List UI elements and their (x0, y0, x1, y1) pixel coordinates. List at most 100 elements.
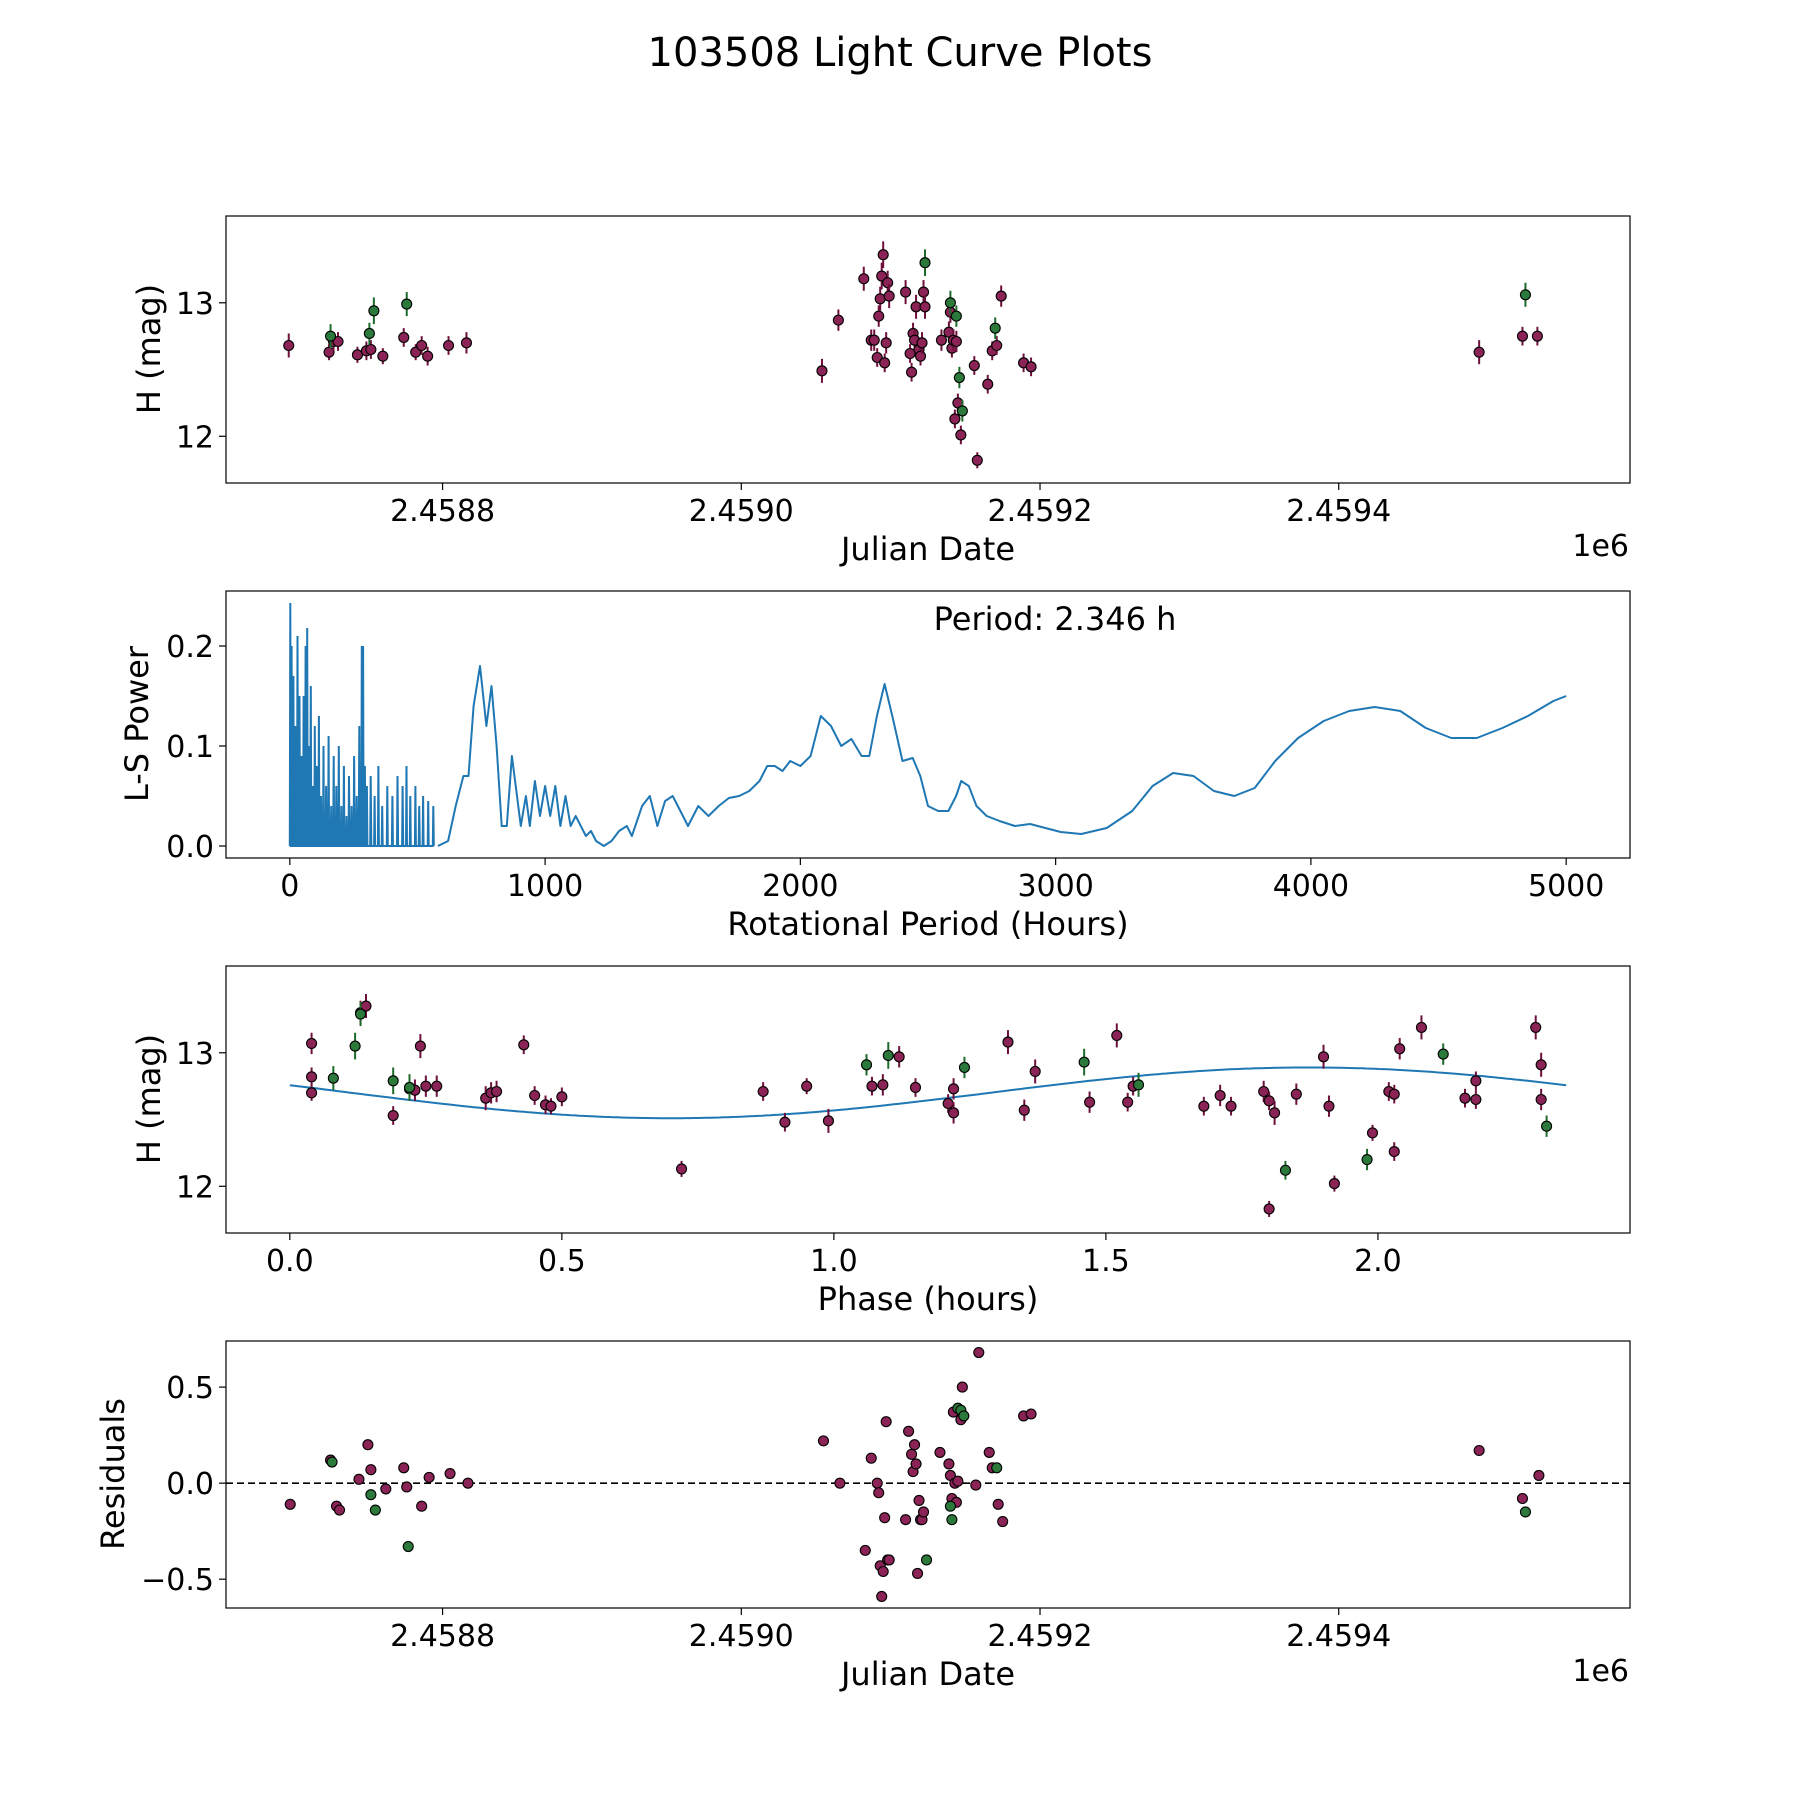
data-point (401, 298, 413, 310)
data-point (1394, 1043, 1406, 1055)
data-point (444, 1467, 456, 1480)
residuals-panel: 2.4588 2.4590 2.4592 2.4594 −0.5 0.0 0.5 Juli… (94, 1340, 1631, 1693)
data-point (306, 1071, 318, 1083)
data-point (900, 1514, 912, 1526)
data-point (380, 1483, 392, 1495)
periodogram-frame (225, 590, 1631, 859)
data-point (1533, 1469, 1545, 1482)
data-point (1516, 1492, 1529, 1505)
data-point (545, 1100, 557, 1112)
data-point (363, 327, 375, 340)
period-annotation: Period: 2.346 h (934, 600, 1177, 638)
data-point (832, 314, 844, 326)
lightcurve-frame (225, 215, 1631, 484)
data-point (1002, 1036, 1014, 1048)
data-point (958, 1410, 970, 1422)
data-point (858, 273, 870, 285)
residuals-xticks: 2.4588 2.4590 2.4592 2.4594 (390, 1608, 1391, 1654)
data-point (934, 1446, 946, 1458)
x-tick-label: 2.4590 (689, 494, 794, 529)
data-point (1025, 361, 1037, 373)
x-tick-label: 2.4588 (390, 1619, 495, 1654)
data-point (431, 1080, 443, 1092)
data-point (402, 1540, 414, 1553)
x-tick-label: 5000 (1528, 869, 1604, 904)
data-point (900, 286, 912, 298)
data-point (873, 310, 885, 322)
y-tick-label: 0.0 (166, 830, 214, 865)
periodogram-xticks: 0 1000 2000 3000 4000 5000 (280, 858, 1604, 904)
data-point (365, 1464, 377, 1476)
data-point (1516, 330, 1529, 342)
data-point (1519, 289, 1531, 301)
data-point (398, 1462, 410, 1474)
data-point (883, 1554, 895, 1566)
data-point (991, 339, 1003, 352)
data-point (1317, 1051, 1330, 1063)
data-point (401, 1481, 413, 1493)
data-point (1198, 1100, 1210, 1112)
phased-xlabel: Phase (hours) (818, 1280, 1039, 1318)
periodogram-dense-region (288, 602, 435, 847)
data-point (801, 1080, 813, 1092)
data-point (879, 357, 891, 369)
data-point (1214, 1089, 1226, 1102)
data-point (518, 1039, 530, 1051)
data-point (982, 378, 994, 390)
data-point (956, 1381, 968, 1393)
data-point (349, 1040, 361, 1052)
data-point (1541, 1120, 1553, 1132)
y-tick-label: 0.1 (166, 730, 214, 765)
residuals-offset-label: 1e6 (1572, 1654, 1629, 1689)
data-point (879, 1512, 891, 1524)
data-point (327, 1072, 339, 1084)
data-point (911, 1567, 924, 1579)
data-point (1535, 1059, 1547, 1071)
data-point (906, 1448, 918, 1460)
periodogram-ylabel: L-S Power (118, 645, 156, 802)
x-tick-label: 1.0 (810, 1244, 858, 1279)
phased-ylabel: H (mag) (130, 1034, 168, 1164)
data-point (877, 249, 889, 261)
data-point (952, 1475, 964, 1487)
data-point (866, 1080, 878, 1092)
data-point (1078, 1056, 1090, 1068)
data-point (1133, 1079, 1145, 1091)
data-point (1361, 1154, 1373, 1166)
data-point (871, 1477, 883, 1489)
y-tick-label: 0.5 (166, 1371, 214, 1406)
data-point (917, 286, 930, 298)
data-point (997, 1516, 1009, 1528)
y-tick-label: 0.0 (166, 1467, 214, 1502)
data-point (860, 1059, 873, 1071)
data-point (944, 297, 956, 309)
data-point (779, 1116, 791, 1128)
data-point (420, 1080, 432, 1092)
residuals-marks (226, 1346, 1630, 1603)
data-point (1388, 1146, 1400, 1158)
phased-marks (289, 994, 1567, 1217)
data-point (943, 1458, 955, 1470)
lightcurve-yticks: 12 13 (176, 287, 226, 455)
data-point (1519, 1506, 1531, 1518)
data-point (865, 1452, 877, 1464)
data-point (1122, 1096, 1134, 1108)
x-tick-label: 2.4594 (1286, 494, 1391, 529)
data-point (422, 350, 434, 362)
data-point (491, 1085, 503, 1098)
x-tick-label: 2.0 (1354, 1244, 1402, 1279)
data-point (917, 1506, 930, 1518)
data-point (351, 349, 363, 361)
data-point (1225, 1100, 1237, 1112)
data-point (1473, 346, 1485, 358)
data-point (1029, 1065, 1041, 1078)
data-point (283, 339, 295, 352)
data-point (904, 347, 916, 360)
data-point (1323, 1100, 1335, 1112)
data-point (880, 1416, 892, 1428)
phased-panel: 0.0 0.5 1.0 1.5 2.0 12 13 Phase (hours) H (ma… (130, 965, 1631, 1318)
data-point (353, 1473, 365, 1485)
data-point (1269, 1107, 1281, 1119)
data-point (1263, 1203, 1275, 1215)
data-point (920, 1554, 933, 1566)
